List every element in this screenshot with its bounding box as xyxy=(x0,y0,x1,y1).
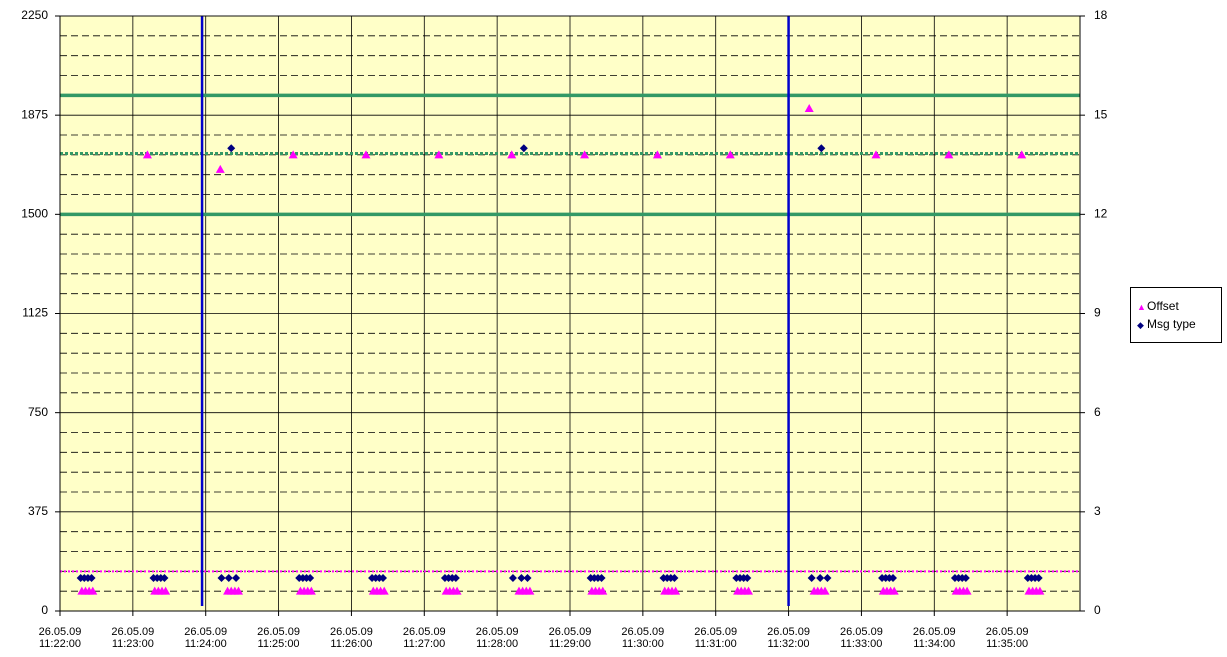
point xyxy=(597,573,606,582)
point xyxy=(871,150,881,159)
point xyxy=(232,573,241,582)
point xyxy=(1034,573,1043,582)
y2-tick-label: 0 xyxy=(1094,603,1101,617)
y2-tick-label: 3 xyxy=(1094,504,1101,518)
point xyxy=(744,586,753,595)
point xyxy=(889,586,899,595)
point xyxy=(523,573,532,582)
x-tick-label: 26.05.09 11:22:00 xyxy=(38,626,82,650)
x-tick-label: 26.05.09 11:30:00 xyxy=(621,626,665,650)
point xyxy=(87,573,96,582)
point xyxy=(519,144,528,153)
y-tick-label: 2250 xyxy=(21,8,48,22)
point xyxy=(434,150,444,159)
point xyxy=(944,150,954,159)
x-tick-label: 26.05.09 11:24:00 xyxy=(184,626,228,650)
x-tick-label: 26.05.09 11:33:00 xyxy=(840,626,883,650)
point xyxy=(817,144,826,153)
legend-item: ▲Offset xyxy=(1137,298,1179,314)
point xyxy=(889,573,897,582)
point xyxy=(234,586,243,595)
legend-symbol: ▲ xyxy=(1137,302,1146,312)
point xyxy=(517,573,526,582)
x-tick-label: 26.05.09 11:29:00 xyxy=(548,626,592,650)
x-tick-label: 26.05.09 11:31:00 xyxy=(694,626,738,650)
point xyxy=(670,573,679,582)
point xyxy=(580,150,590,159)
y-tick-label: 0 xyxy=(41,603,48,617)
point xyxy=(227,144,236,153)
x-tick-label: 26.05.09 11:34:00 xyxy=(912,626,956,650)
point xyxy=(88,586,98,595)
x-tick-label: 26.05.09 11:35:00 xyxy=(985,626,1029,650)
x-tick-label: 26.05.09 11:26:00 xyxy=(330,626,373,650)
point xyxy=(961,573,970,582)
point xyxy=(671,586,681,595)
y-tick-label: 1125 xyxy=(22,306,48,320)
point xyxy=(820,586,830,595)
y-tick-label: 1500 xyxy=(21,207,48,221)
point xyxy=(288,150,298,159)
legend: ▲Offset ◆ Msg type xyxy=(1130,287,1222,343)
y2-tick-label: 9 xyxy=(1094,306,1101,320)
point xyxy=(743,573,752,582)
y-tick-label: 1875 xyxy=(21,107,48,121)
point xyxy=(962,586,972,595)
point xyxy=(807,573,816,582)
y2-tick-label: 15 xyxy=(1094,107,1108,121)
legend-label: Offset xyxy=(1147,299,1179,313)
point xyxy=(217,573,226,582)
point xyxy=(452,586,462,595)
point xyxy=(507,150,517,159)
point xyxy=(161,586,171,595)
point xyxy=(1017,150,1027,159)
point xyxy=(306,573,315,582)
y2-tick-label: 18 xyxy=(1094,8,1108,22)
x-tick-label: 26.05.09 11:32:00 xyxy=(767,626,810,650)
point xyxy=(652,150,662,159)
point xyxy=(508,573,517,582)
x-tick-label: 26.05.09 11:25:00 xyxy=(257,626,300,650)
point xyxy=(725,150,735,159)
point xyxy=(598,586,608,595)
legend-label: Msg type xyxy=(1147,317,1196,331)
y2-tick-label: 12 xyxy=(1094,207,1108,221)
point xyxy=(379,586,389,595)
point xyxy=(361,150,371,159)
point xyxy=(160,573,169,582)
x-tick-label: 26.05.09 11:27:00 xyxy=(402,626,446,650)
point xyxy=(816,573,825,582)
point xyxy=(224,573,233,582)
y-tick-label: 375 xyxy=(28,504,48,518)
point xyxy=(306,586,316,595)
point xyxy=(823,573,832,582)
point xyxy=(451,573,460,582)
y-tick-label: 750 xyxy=(28,405,48,419)
point xyxy=(525,586,535,595)
legend-symbol: ◆ xyxy=(1137,320,1144,330)
point xyxy=(1035,586,1045,595)
point xyxy=(215,164,225,173)
y2-tick-label: 6 xyxy=(1094,405,1101,419)
point xyxy=(804,104,814,113)
x-tick-label: 26.05.09 11:23:00 xyxy=(111,626,155,650)
point xyxy=(379,573,387,582)
legend-item: ◆ Msg type xyxy=(1137,316,1196,332)
point xyxy=(142,150,152,159)
x-tick-label: 26.05.09 11:28:00 xyxy=(475,626,519,650)
